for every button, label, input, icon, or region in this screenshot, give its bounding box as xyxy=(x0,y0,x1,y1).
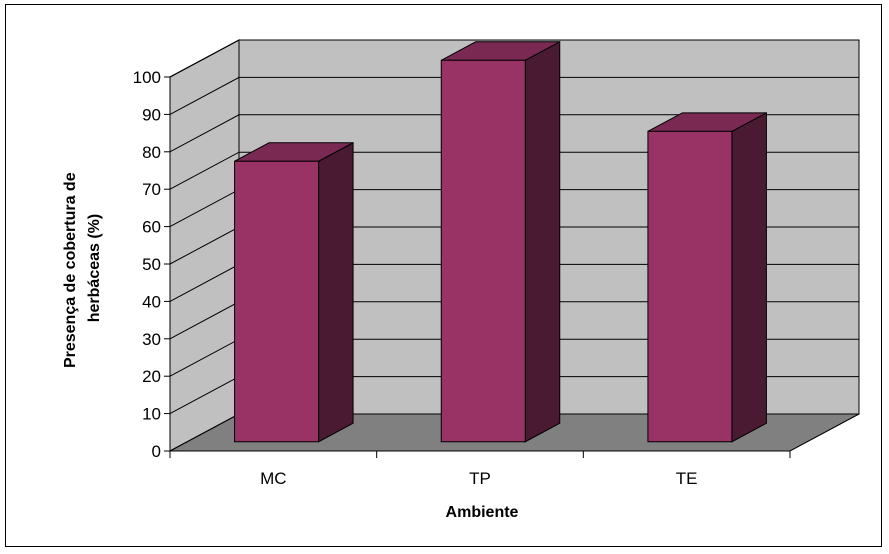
axes xyxy=(164,76,791,458)
y-tick-label: 90 xyxy=(142,105,161,124)
bar-side xyxy=(524,40,561,443)
y-axis-title-line-2: herbáceas (%) xyxy=(86,214,103,323)
y-tick-label: 80 xyxy=(142,143,161,162)
y-tick-label: 60 xyxy=(142,218,161,237)
x-tick-label: MC xyxy=(260,469,286,488)
y-tick-label: 100 xyxy=(133,68,161,87)
y-axis-title: Presença de cobertura de herbáceas (%) xyxy=(62,168,103,368)
bar-front xyxy=(234,160,320,443)
bar-side xyxy=(318,141,354,443)
x-tick-label: TP xyxy=(469,469,491,488)
y-tick-label: 30 xyxy=(142,330,161,349)
bar-tp xyxy=(440,40,561,443)
bar-side xyxy=(731,111,767,443)
x-tick-labels: MC TP TE xyxy=(260,469,697,488)
bar-front xyxy=(440,59,526,443)
y-tick-label: 40 xyxy=(142,292,161,311)
bar-mc xyxy=(234,141,354,443)
y-tick-label: 0 xyxy=(152,442,161,461)
y-tick-labels: 0 10 20 30 40 50 60 70 80 90 100 xyxy=(133,68,161,461)
y-tick-label: 70 xyxy=(142,180,161,199)
y-tick-label: 20 xyxy=(142,367,161,386)
gridline xyxy=(169,39,859,78)
y-axis-title-line-1: Presença de cobertura de xyxy=(62,172,79,368)
bar-te xyxy=(647,111,767,443)
gridline xyxy=(169,114,859,153)
y-tick-label: 10 xyxy=(142,405,161,424)
bar-front xyxy=(647,130,733,443)
gridline xyxy=(169,76,859,115)
x-axis-title: Ambiente xyxy=(446,504,519,521)
x-tick-label: TE xyxy=(676,469,698,488)
y-tick-label: 50 xyxy=(142,255,161,274)
bars xyxy=(234,40,767,443)
